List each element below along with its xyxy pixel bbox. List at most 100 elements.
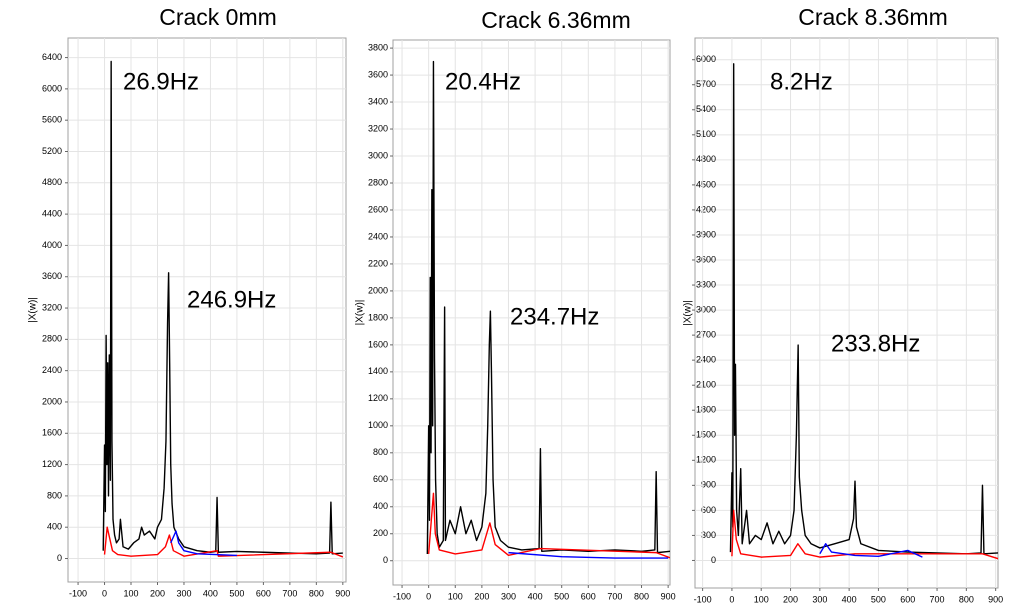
y-tick-label: 2800 [368,177,388,187]
y-tick-label: 3900 [696,229,716,239]
y-tick-label: 1200 [696,455,716,465]
chart-title: Crack 6.36mm [481,7,631,33]
y-tick-label: 400 [373,501,388,511]
x-tick-label: 300 [812,594,827,604]
y-tick-label: 3600 [42,271,62,281]
y-tick-label: 2700 [696,329,716,339]
x-tick-label: 700 [282,588,297,598]
x-tick-label: 500 [871,594,886,604]
y-tick-label: 200 [373,528,388,538]
x-tick-label: 200 [783,594,798,604]
plot-area [694,37,999,589]
y-tick-label: 900 [701,480,716,490]
data-line [731,509,998,560]
annotation: 234.7Hz [510,303,599,330]
x-tick-label: 800 [959,594,974,604]
y-axis-label: |X(w)| [28,297,39,323]
x-tick-label: -100 [393,591,411,601]
x-tick-label: 100 [123,588,138,598]
x-tick-label: 300 [176,588,191,598]
x-tick-label: 300 [501,591,516,601]
y-tick-label: 3200 [42,302,62,312]
annotation: 20.4Hz [445,68,521,95]
y-tick-label: 3800 [368,42,388,52]
y-tick-label: 1000 [368,420,388,430]
y-tick-label: 2800 [42,334,62,344]
data-line [427,492,670,559]
y-tick-label: 1600 [42,428,62,438]
y-tick-label: 800 [373,447,388,457]
y-tick-label: 2100 [696,380,716,390]
x-tick-label: 0 [729,594,734,604]
data-line [508,551,669,559]
y-tick-label: 3400 [368,96,388,106]
y-tick-label: 1800 [696,405,716,415]
x-tick-label: 100 [448,591,463,601]
y-tick-label: 1800 [368,312,388,322]
y-tick-label: 5100 [696,129,716,139]
panel: 0400800120016002000240028003200360040004… [28,4,351,598]
annotation: 26.9Hz [123,68,199,95]
x-tick-label: 600 [581,591,596,601]
y-tick-label: 600 [373,474,388,484]
y-tick-label: 6000 [696,54,716,64]
annotation: 8.2Hz [770,68,833,95]
data-line [170,530,237,557]
x-tick-label: 500 [554,591,569,601]
panel: 0200400600800100012001400160018002000220… [355,7,676,601]
y-tick-label: 2600 [368,204,388,214]
x-tick-label: 900 [661,591,676,601]
annotation: 233.8Hz [831,330,920,357]
x-tick-label: 200 [474,591,489,601]
y-tick-label: 3600 [368,69,388,79]
x-tick-label: 700 [607,591,622,601]
x-tick-label: 800 [309,588,324,598]
x-tick-label: 800 [634,591,649,601]
x-tick-label: 600 [256,588,271,598]
x-tick-label: 400 [528,591,543,601]
y-tick-label: 4400 [42,208,62,218]
chart-title: Crack 0mm [159,4,277,30]
y-tick-label: 2400 [368,231,388,241]
x-tick-label: 200 [150,588,165,598]
y-tick-label: 4000 [42,240,62,250]
y-tick-label: 600 [701,505,716,515]
panel: 0300600900120015001800210024002700300033… [683,4,1004,604]
data-line [729,63,998,555]
y-tick-label: 5700 [696,79,716,89]
y-tick-label: 3000 [368,150,388,160]
x-tick-label: 900 [988,594,1003,604]
data-line [819,543,923,558]
y-tick-label: 0 [711,555,716,565]
y-tick-label: 6000 [42,83,62,93]
y-tick-label: 2400 [42,365,62,375]
x-tick-label: 700 [930,594,945,604]
y-tick-label: 1600 [368,339,388,349]
y-tick-label: 5200 [42,146,62,156]
y-tick-label: 3200 [368,123,388,133]
y-tick-label: 5600 [42,115,62,125]
plot-area [67,37,347,583]
y-tick-label: 4500 [696,179,716,189]
y-axis-label: |X(w)| [683,300,694,326]
y-tick-label: 2000 [42,396,62,406]
annotation: 246.9Hz [187,286,276,313]
y-tick-label: 300 [701,530,716,540]
y-tick-label: 2400 [696,355,716,365]
data-line [102,60,343,555]
y-tick-label: 0 [383,555,388,565]
y-tick-label: 2000 [368,285,388,295]
x-tick-label: 400 [842,594,857,604]
y-tick-label: 4800 [42,177,62,187]
x-tick-label: -100 [694,594,712,604]
y-tick-label: 2200 [368,258,388,268]
y-tick-label: 3600 [696,254,716,264]
y-tick-label: 0 [57,553,62,563]
x-tick-label: 0 [102,588,107,598]
x-tick-label: 900 [335,588,350,598]
x-tick-label: 500 [229,588,244,598]
y-tick-label: 6400 [42,52,62,62]
x-tick-label: 100 [754,594,769,604]
y-tick-label: 3000 [696,304,716,314]
